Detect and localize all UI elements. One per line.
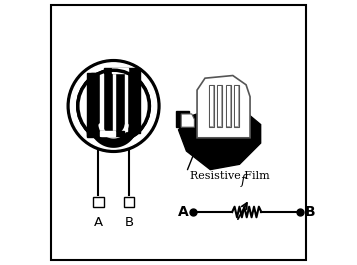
Circle shape [79, 72, 148, 140]
Text: B: B [124, 216, 134, 229]
Polygon shape [178, 106, 261, 170]
Bar [132, 73, 140, 132]
Polygon shape [176, 111, 189, 127]
Bar [93, 197, 104, 207]
Bar [124, 197, 134, 207]
Bar [218, 86, 221, 126]
Bar [128, 73, 136, 131]
Bar [91, 73, 100, 131]
Bar [87, 131, 124, 136]
Bar [235, 85, 239, 127]
Bar [87, 73, 95, 132]
Bar [227, 86, 230, 126]
Circle shape [70, 63, 157, 149]
Bar [125, 73, 127, 131]
Bar [112, 68, 127, 73]
Bar [235, 86, 238, 126]
Text: B: B [305, 205, 315, 219]
Text: A: A [178, 205, 189, 219]
Polygon shape [181, 114, 195, 127]
Bar [210, 86, 213, 126]
Bar [87, 131, 100, 137]
Circle shape [67, 60, 160, 152]
Bar [209, 85, 214, 127]
Text: Resistive Film: Resistive Film [190, 171, 270, 181]
Text: f: f [241, 174, 246, 187]
Bar [116, 73, 124, 131]
Bar [104, 73, 112, 131]
Bar [100, 131, 115, 136]
Bar [217, 85, 222, 127]
Bar [226, 85, 231, 127]
Bar [104, 68, 140, 73]
Bar [100, 73, 103, 131]
Polygon shape [197, 76, 250, 138]
Text: A: A [94, 216, 103, 229]
Bar [112, 73, 115, 131]
